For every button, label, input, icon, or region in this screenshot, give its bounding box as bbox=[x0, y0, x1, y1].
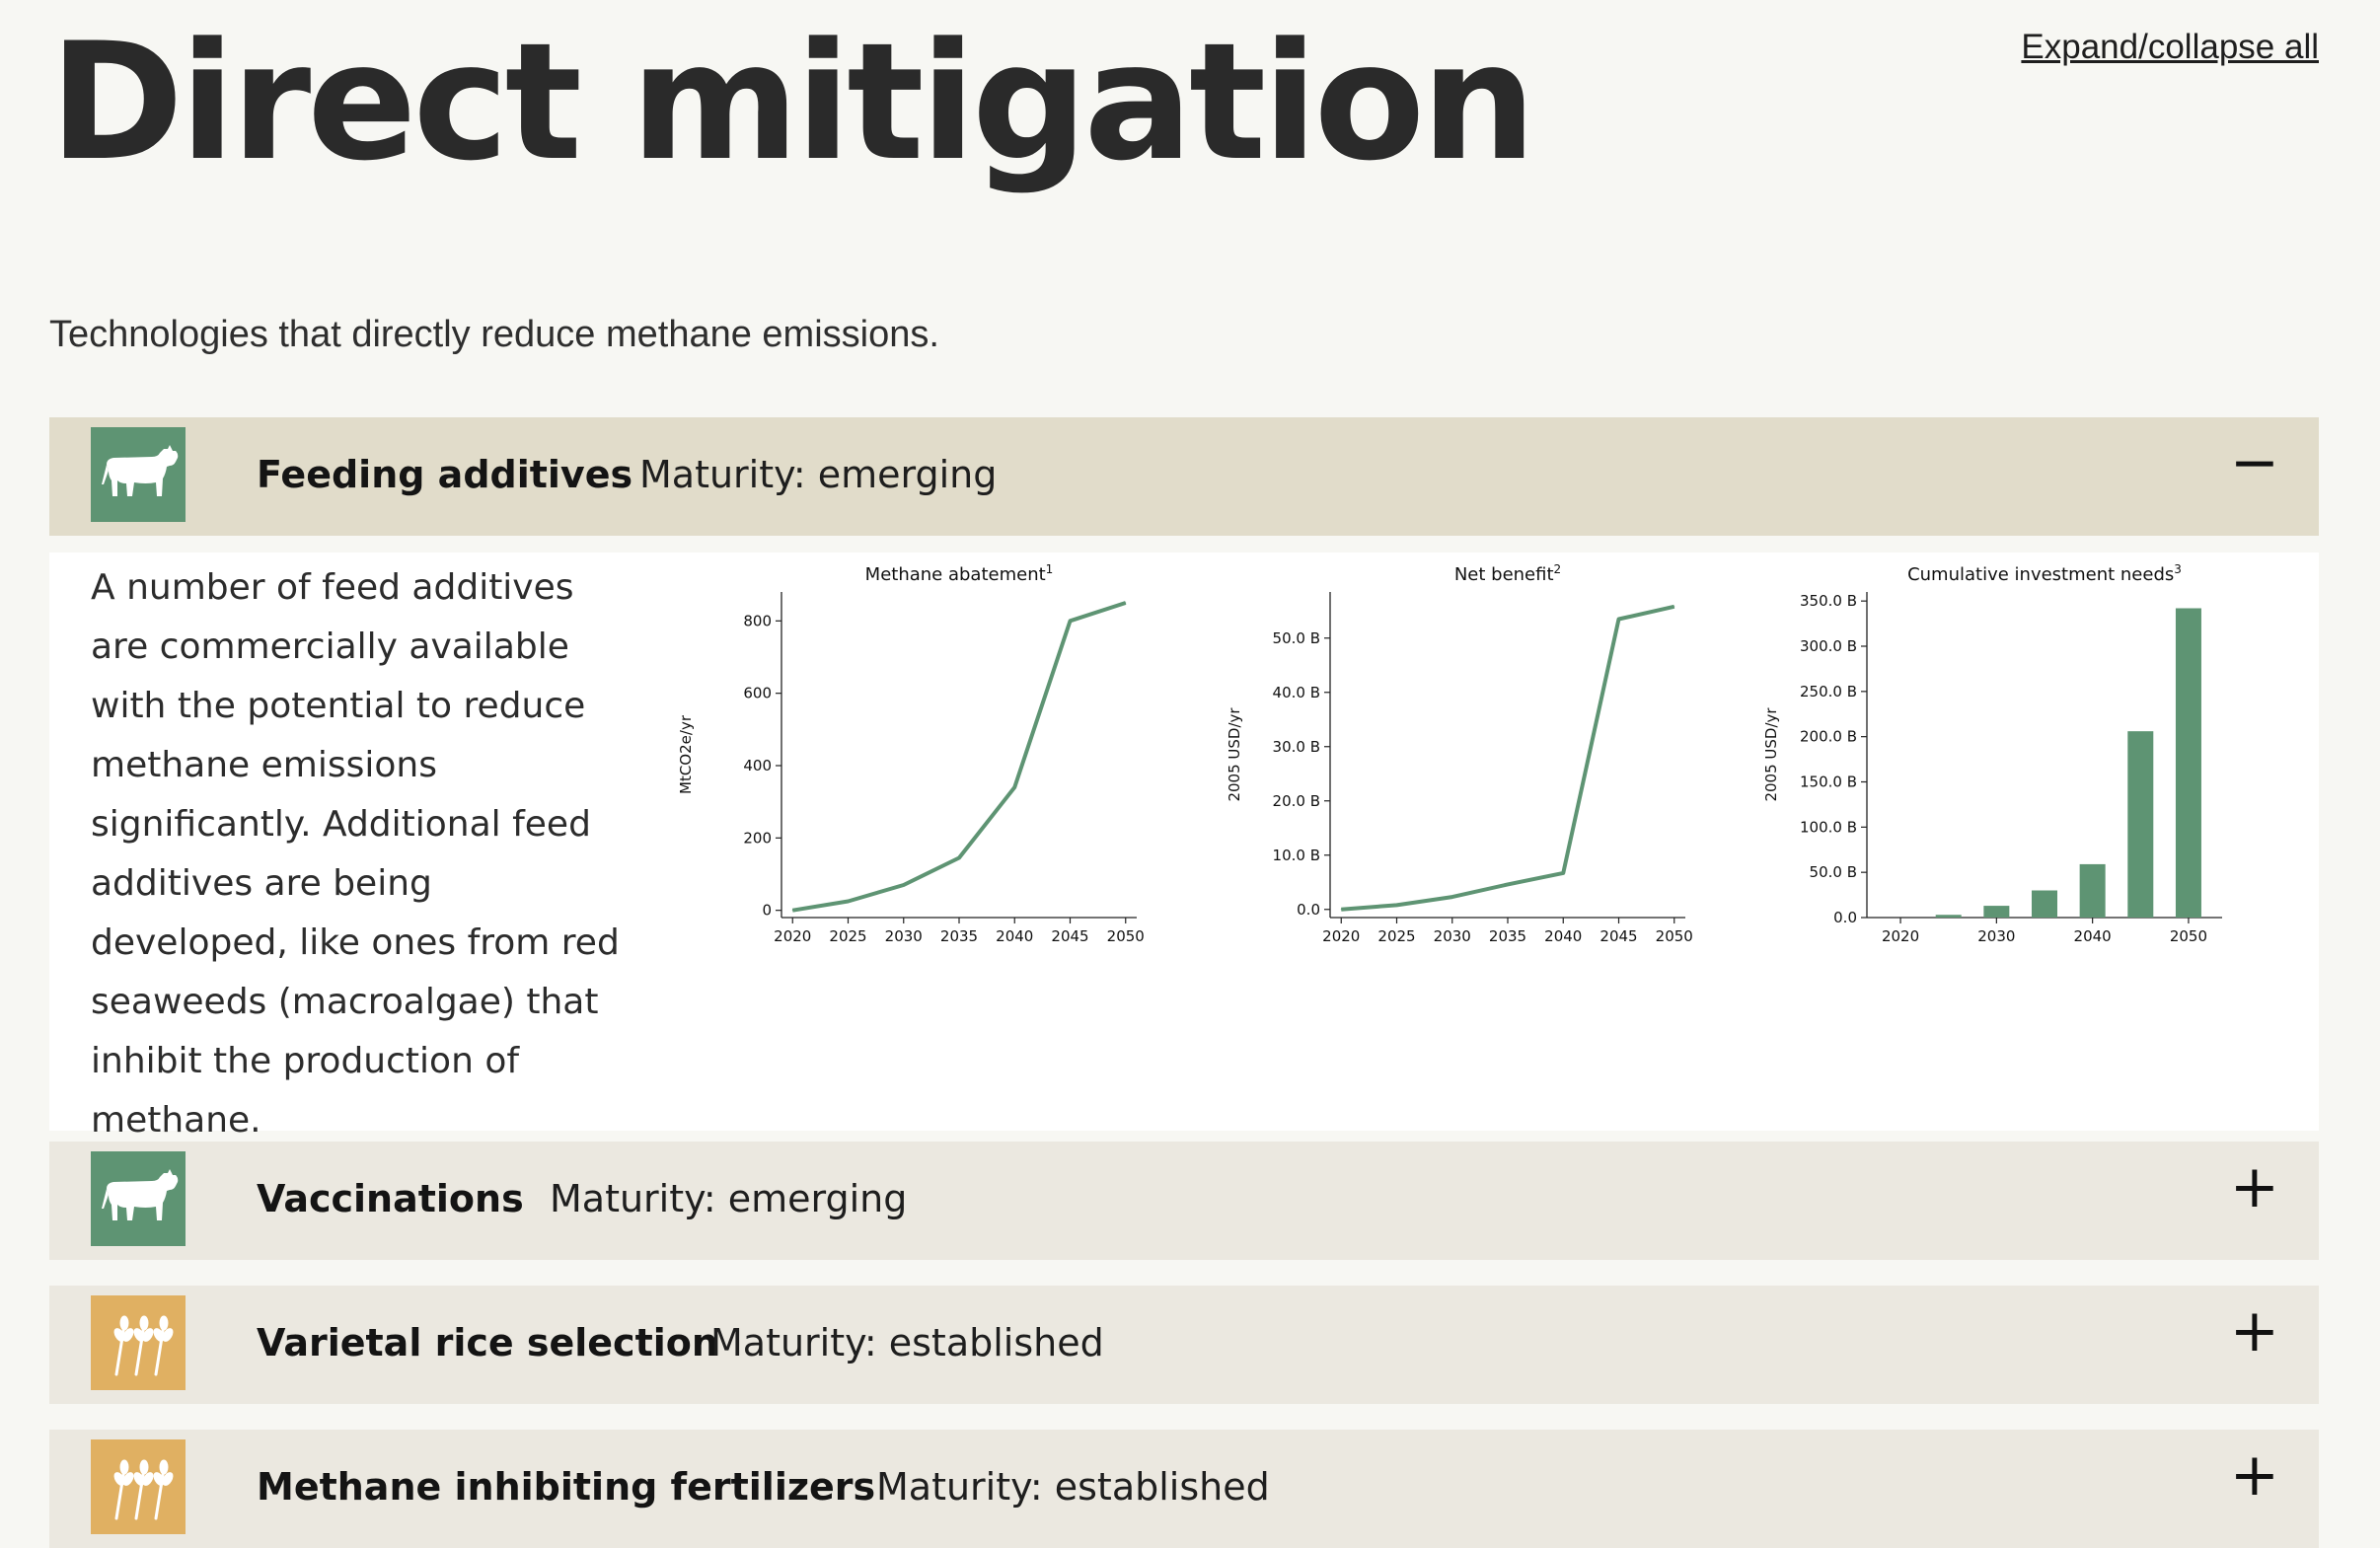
y-tick-label: 30.0 B bbox=[1273, 738, 1320, 756]
bar bbox=[1983, 906, 2010, 918]
series-line bbox=[1341, 604, 1675, 912]
expand-toggle-icon[interactable]: + bbox=[2229, 1296, 2279, 1365]
panel-title: Varietal rice selection bbox=[257, 1321, 718, 1364]
chart-title: Methane abatement1 bbox=[865, 562, 1054, 585]
data-point bbox=[1070, 620, 1071, 622]
y-tick-label: 0 bbox=[762, 902, 772, 920]
collapse-toggle-icon[interactable]: − bbox=[2229, 428, 2279, 497]
wheat-icon bbox=[91, 1439, 186, 1534]
x-tick-label: 2040 bbox=[996, 927, 1033, 945]
panel-maturity: Maturity: emerging bbox=[639, 453, 998, 496]
y-axis-label: MtCO2e/yr bbox=[677, 714, 695, 794]
x-tick-label: 2040 bbox=[2074, 927, 2112, 945]
x-tick-label: 2020 bbox=[1322, 927, 1360, 945]
y-tick-label: 40.0 B bbox=[1273, 684, 1320, 701]
x-tick-label: 2035 bbox=[1489, 927, 1526, 945]
data-point bbox=[1562, 872, 1564, 874]
y-tick-label: 50.0 B bbox=[1810, 863, 1857, 881]
panel-title: Methane inhibiting fertilizers bbox=[257, 1465, 876, 1509]
panel-header-varietal-rice-selection[interactable]: Varietal rice selection Maturity: establ… bbox=[49, 1286, 2319, 1404]
bar bbox=[1935, 915, 1962, 918]
net-benefit-chart: Net benefit2 2005 USD/yr 0.0 10.0 B 20.0 B 30… bbox=[1226, 562, 1693, 945]
panel-title: Vaccinations bbox=[257, 1177, 524, 1220]
panel-body-feeding-additives: A number of feed additives are commercia… bbox=[49, 553, 2319, 1141]
x-tick-label: 2045 bbox=[1599, 927, 1637, 945]
cow-icon bbox=[91, 427, 186, 522]
data-point bbox=[848, 901, 849, 902]
y-tick-label: 100.0 B bbox=[1800, 818, 1857, 836]
x-tick-label: 2050 bbox=[2170, 927, 2207, 945]
y-tick-label: 200.0 B bbox=[1800, 728, 1857, 746]
y-axis-label: 2005 USD/yr bbox=[1762, 707, 1780, 802]
expand-collapse-all-link[interactable]: Expand/collapse all bbox=[2021, 28, 2319, 66]
panel-title: Feeding additives bbox=[257, 453, 633, 496]
chart-title: Net benefit2 bbox=[1454, 562, 1561, 585]
expand-toggle-icon[interactable]: + bbox=[2229, 1152, 2279, 1221]
x-tick-label: 2025 bbox=[1377, 927, 1415, 945]
x-tick-label: 2020 bbox=[1882, 927, 1919, 945]
chart-title-footnote: 2 bbox=[1554, 562, 1562, 576]
cow-icon bbox=[91, 1151, 186, 1246]
panel-header-methane-inhibiting-fertilizers[interactable]: Methane inhibiting fertilizers Maturity:… bbox=[49, 1430, 2319, 1548]
cumulative-investment-chart: Cumulative investment needs3 2005 USD/yr 0… bbox=[1762, 562, 2222, 945]
y-tick-label: 150.0 B bbox=[1800, 774, 1857, 791]
page-title: Direct mitigation bbox=[49, 8, 1536, 196]
data-point bbox=[1618, 619, 1619, 620]
y-tick-label: 350.0 B bbox=[1800, 592, 1857, 610]
x-tick-label: 2030 bbox=[1434, 927, 1471, 945]
data-point bbox=[1451, 896, 1453, 898]
data-point bbox=[903, 884, 905, 886]
panel-description: A number of feed additives are commercia… bbox=[91, 567, 620, 1141]
data-point bbox=[1125, 602, 1127, 604]
y-tick-label: 600 bbox=[743, 685, 772, 702]
y-axis-label: 2005 USD/yr bbox=[1226, 707, 1243, 802]
panel-maturity: Maturity: established bbox=[876, 1465, 1270, 1509]
x-tick-label: 2025 bbox=[829, 927, 866, 945]
panel-maturity: Maturity: established bbox=[710, 1321, 1104, 1364]
series-line bbox=[791, 601, 1127, 913]
data-point bbox=[958, 857, 960, 858]
wheat-icon bbox=[91, 1295, 186, 1390]
panel-header-vaccinations[interactable]: Vaccinations Maturity: emerging + bbox=[49, 1142, 2319, 1260]
data-point bbox=[1396, 904, 1397, 906]
intro-text: Technologies that directly reduce methan… bbox=[49, 314, 939, 355]
x-tick-label: 2050 bbox=[1656, 927, 1693, 945]
bar bbox=[2175, 608, 2201, 918]
panel-header-feeding-additives[interactable]: Feeding additives Maturity: emerging − bbox=[49, 417, 2319, 536]
x-tick-label: 2020 bbox=[774, 927, 811, 945]
y-tick-label: 0.0 bbox=[1833, 909, 1857, 926]
y-tick-label: 20.0 B bbox=[1273, 792, 1320, 810]
data-point bbox=[1340, 909, 1342, 911]
chart-title-footnote: 1 bbox=[1046, 562, 1054, 576]
expand-toggle-icon[interactable]: + bbox=[2229, 1440, 2279, 1510]
y-tick-label: 800 bbox=[743, 612, 772, 629]
y-tick-label: 400 bbox=[743, 757, 772, 774]
y-tick-label: 300.0 B bbox=[1800, 637, 1857, 655]
y-tick-label: 200 bbox=[743, 829, 772, 847]
x-tick-label: 2050 bbox=[1107, 927, 1145, 945]
bar bbox=[2079, 863, 2106, 918]
panel-maturity: Maturity: emerging bbox=[550, 1177, 908, 1220]
x-tick-label: 2040 bbox=[1544, 927, 1582, 945]
bar bbox=[2032, 890, 2057, 918]
methane-abatement-chart: Methane abatement1 MtCO2e/yr 0 200 400 600 800… bbox=[677, 562, 1145, 945]
chart-title-footnote: 3 bbox=[2174, 562, 2182, 576]
data-point bbox=[791, 910, 793, 912]
x-tick-label: 2045 bbox=[1051, 927, 1088, 945]
chart-title: Cumulative investment needs3 bbox=[1907, 562, 2182, 585]
x-tick-label: 2030 bbox=[1977, 927, 2015, 945]
bar bbox=[2127, 731, 2154, 918]
data-point bbox=[1013, 786, 1015, 788]
x-tick-label: 2035 bbox=[940, 927, 978, 945]
y-tick-label: 10.0 B bbox=[1273, 847, 1320, 864]
y-tick-label: 250.0 B bbox=[1800, 683, 1857, 700]
data-point bbox=[1673, 606, 1675, 608]
y-tick-label: 50.0 B bbox=[1273, 629, 1320, 647]
y-tick-label: 0.0 bbox=[1297, 901, 1320, 919]
x-tick-label: 2030 bbox=[885, 927, 923, 945]
data-point bbox=[1507, 883, 1509, 885]
